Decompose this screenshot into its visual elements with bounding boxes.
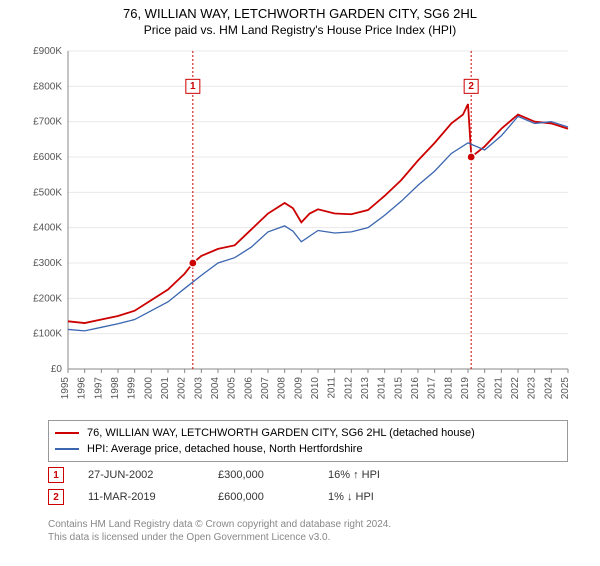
- x-tick-label: 1997: [93, 377, 104, 400]
- footer: Contains HM Land Registry data © Crown c…: [48, 518, 568, 544]
- y-tick-label: £100K: [33, 329, 62, 340]
- x-tick-label: 2022: [510, 377, 521, 400]
- y-tick-label: £600K: [33, 152, 62, 163]
- x-tick-label: 2014: [377, 377, 388, 400]
- transactions-table: 1 27-JUN-2002£300,00016% ↑ HPI 2 11-MAR-201…: [48, 464, 568, 508]
- x-tick-label: 1999: [127, 377, 138, 400]
- x-tick-label: 2000: [143, 377, 154, 400]
- series-price_paid: [68, 104, 568, 323]
- transaction-price: £300,000: [218, 469, 328, 481]
- transaction-pct: 1% ↓ HPI: [328, 491, 448, 503]
- transaction-date: 27-JUN-2002: [88, 469, 218, 481]
- transaction-marker-box: 1: [48, 467, 64, 483]
- x-tick-label: 2008: [277, 377, 288, 400]
- legend-label: HPI: Average price, detached house, Nort…: [87, 443, 363, 455]
- footer-line-1: Contains HM Land Registry data © Crown c…: [48, 518, 568, 531]
- x-tick-label: 2007: [260, 377, 271, 400]
- transaction-pct: 16% ↑ HPI: [328, 469, 448, 481]
- transaction-dot: [189, 259, 197, 267]
- y-tick-label: £900K: [33, 46, 62, 57]
- transaction-row: 2 11-MAR-2019£600,0001% ↓ HPI: [48, 486, 568, 508]
- y-tick-label: £800K: [33, 81, 62, 92]
- legend: 76, WILLIAN WAY, LETCHWORTH GARDEN CITY,…: [48, 420, 568, 462]
- x-tick-label: 2015: [393, 377, 404, 400]
- x-tick-label: 1995: [60, 377, 71, 400]
- transaction-dot: [467, 153, 475, 161]
- legend-swatch: [55, 432, 79, 434]
- x-tick-label: 2001: [160, 377, 171, 400]
- x-tick-label: 2021: [493, 377, 504, 400]
- x-tick-label: 2009: [293, 377, 304, 400]
- x-tick-label: 2016: [410, 377, 421, 400]
- transaction-marker-box: 2: [48, 489, 64, 505]
- x-tick-label: 2023: [527, 377, 538, 400]
- chart-subtitle: Price paid vs. HM Land Registry's House …: [0, 23, 600, 37]
- footer-line-2: This data is licensed under the Open Gov…: [48, 531, 568, 544]
- svg-text:2: 2: [468, 81, 474, 92]
- y-tick-label: £300K: [33, 258, 62, 269]
- legend-swatch: [55, 448, 79, 450]
- x-tick-label: 2017: [427, 377, 438, 400]
- x-tick-label: 2004: [210, 377, 221, 400]
- y-tick-label: £500K: [33, 187, 62, 198]
- container: 76, WILLIAN WAY, LETCHWORTH GARDEN CITY,…: [0, 6, 600, 566]
- x-tick-label: 2025: [560, 377, 571, 400]
- x-tick-label: 2024: [543, 377, 554, 400]
- y-tick-label: £200K: [33, 293, 62, 304]
- legend-item: 76, WILLIAN WAY, LETCHWORTH GARDEN CITY,…: [55, 425, 561, 441]
- x-tick-label: 2012: [343, 377, 354, 400]
- transaction-price: £600,000: [218, 491, 328, 503]
- y-tick-label: £700K: [33, 117, 62, 128]
- legend-label: 76, WILLIAN WAY, LETCHWORTH GARDEN CITY,…: [87, 427, 475, 439]
- transaction-date: 11-MAR-2019: [88, 491, 218, 503]
- x-tick-label: 1998: [110, 377, 121, 400]
- chart-area: 1 2 £0 £100K £200K £300K £400K £500K £600K £700K…: [20, 41, 580, 411]
- legend-item: HPI: Average price, detached house, Nort…: [55, 441, 561, 457]
- x-tick-label: 2018: [443, 377, 454, 400]
- y-tick-label: £400K: [33, 223, 62, 234]
- x-tick-label: 2005: [227, 377, 238, 400]
- chart-svg: 1 2 £0 £100K £200K £300K £400K £500K £600K £700K…: [20, 41, 580, 411]
- transaction-row: 1 27-JUN-2002£300,00016% ↑ HPI: [48, 464, 568, 486]
- y-tick-label: £0: [51, 364, 63, 375]
- x-tick-label: 2019: [460, 377, 471, 400]
- chart-title: 76, WILLIAN WAY, LETCHWORTH GARDEN CITY,…: [0, 6, 600, 21]
- x-tick-label: 2013: [360, 377, 371, 400]
- x-tick-label: 2010: [310, 377, 321, 400]
- x-tick-label: 1996: [77, 377, 88, 400]
- svg-text:1: 1: [190, 81, 196, 92]
- x-tick-label: 2003: [193, 377, 204, 400]
- x-tick-label: 2006: [243, 377, 254, 400]
- x-tick-label: 2002: [177, 377, 188, 400]
- x-tick-label: 2011: [327, 377, 338, 399]
- x-tick-label: 2020: [477, 377, 488, 400]
